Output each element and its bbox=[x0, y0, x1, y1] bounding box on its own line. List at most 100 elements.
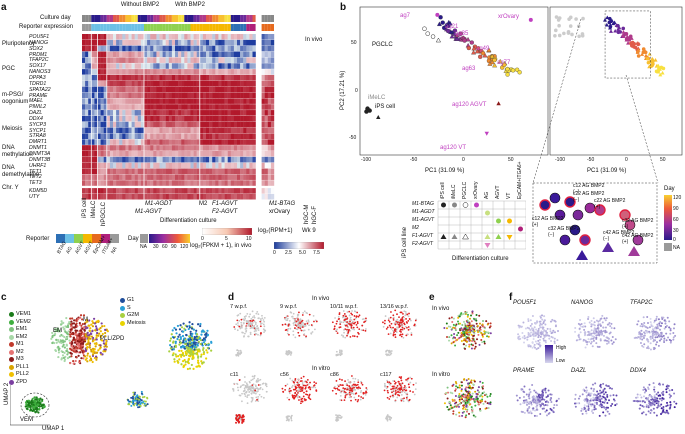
heatmap-cell bbox=[137, 174, 142, 180]
heatmap-cell bbox=[218, 127, 222, 134]
umap-c-point bbox=[34, 396, 37, 399]
umap-d-point bbox=[389, 383, 392, 386]
umap-d-point bbox=[333, 385, 336, 388]
heatmap-cell bbox=[122, 98, 126, 104]
heatmap-cell bbox=[237, 92, 241, 99]
umap-d-point bbox=[353, 322, 356, 325]
heatmap-cell bbox=[103, 162, 107, 169]
heatmap-cell bbox=[261, 156, 265, 163]
heatmap-cell bbox=[237, 168, 241, 175]
heatmap-cell bbox=[156, 57, 160, 63]
heatmap-cell bbox=[85, 151, 89, 157]
heatmap-cell bbox=[227, 188, 231, 194]
day-cell bbox=[237, 15, 241, 22]
umap-e-point bbox=[448, 339, 451, 342]
heatmap-cell bbox=[97, 80, 101, 87]
heatmap-cell bbox=[206, 139, 210, 145]
zoom-point bbox=[557, 23, 561, 28]
heatmap-cell bbox=[168, 139, 173, 145]
umap-c2-point bbox=[133, 393, 136, 396]
umap-c-point bbox=[37, 398, 40, 401]
heatmap-cell bbox=[193, 110, 197, 116]
umap-d-point bbox=[314, 386, 317, 389]
umap-c3-point bbox=[172, 348, 175, 351]
heatmap-cell bbox=[184, 127, 188, 134]
heatmap-cell bbox=[125, 34, 129, 40]
umap-d-point bbox=[236, 329, 239, 332]
umap-e-point bbox=[470, 326, 473, 329]
heatmap-cell bbox=[113, 92, 117, 99]
umap-d-point bbox=[309, 398, 312, 401]
umap-c-point bbox=[70, 348, 73, 351]
heatmap-cell bbox=[227, 104, 231, 110]
heatmap-cell bbox=[230, 115, 235, 122]
umap-d-point bbox=[349, 396, 352, 399]
umap-c3-point bbox=[174, 345, 178, 348]
umap-d-point bbox=[395, 331, 398, 334]
umap-d-point bbox=[388, 415, 391, 418]
umap-e-point bbox=[452, 336, 455, 339]
umap-c3-point bbox=[189, 338, 193, 341]
umap-c-point bbox=[85, 318, 89, 322]
umap-c3-point bbox=[197, 340, 200, 343]
umap-d-point bbox=[288, 390, 291, 393]
heatmap-cell bbox=[209, 168, 213, 175]
heatmap-cell bbox=[168, 133, 173, 139]
heatmap-cell bbox=[134, 121, 138, 128]
umap-e-point bbox=[467, 378, 470, 381]
umap-c-point bbox=[75, 356, 78, 359]
umap-d-point bbox=[292, 322, 295, 325]
heatmap-cell bbox=[175, 121, 179, 128]
heatmap-cell bbox=[106, 127, 111, 134]
day-cell bbox=[140, 15, 144, 22]
legend-row-label: M1-AGVT bbox=[412, 217, 435, 223]
umap-d-point bbox=[253, 320, 256, 323]
heatmap-cell bbox=[270, 168, 275, 175]
reporter-cell bbox=[246, 24, 250, 31]
heatmap-cell bbox=[249, 104, 253, 110]
heatmap-cell bbox=[209, 127, 213, 134]
heatmap-cell bbox=[178, 104, 182, 110]
umap-d-point bbox=[356, 387, 359, 389]
heatmap-cell bbox=[175, 139, 179, 145]
heatmap-cell bbox=[103, 193, 107, 200]
heatmap-cell bbox=[209, 104, 213, 110]
heatmap-cell bbox=[230, 180, 235, 186]
culture-f2-agvt: F2-AGVT bbox=[212, 209, 238, 215]
heatmap-cell bbox=[144, 151, 148, 157]
heatmap-cell bbox=[109, 92, 114, 99]
heatmap-cell bbox=[264, 92, 268, 99]
umap-d-point bbox=[396, 321, 399, 324]
heatmap-cell bbox=[243, 145, 247, 151]
umap-c3-point bbox=[188, 335, 192, 338]
umap-c3-point bbox=[171, 354, 174, 357]
heatmap-cell bbox=[125, 57, 129, 63]
umap-c-point bbox=[55, 338, 58, 341]
umap-d-point bbox=[250, 379, 253, 382]
heatmap-cell bbox=[175, 151, 179, 157]
reporter-cell bbox=[100, 24, 104, 31]
heatmap-cell bbox=[171, 162, 176, 169]
heatmap-cell bbox=[113, 127, 117, 134]
gene-label: DAZL bbox=[29, 110, 43, 117]
umap-c-ylabel: UMAP 2 bbox=[4, 382, 10, 405]
heatmap-cell bbox=[190, 51, 194, 58]
heatmap-cell bbox=[94, 133, 98, 139]
umap-e-point bbox=[448, 317, 451, 320]
heatmap-cell bbox=[165, 180, 169, 186]
zoom-detail-point bbox=[539, 199, 551, 211]
umap-c-legend-dot bbox=[9, 334, 14, 340]
heatmap-cell bbox=[165, 121, 169, 128]
heatmap-cell bbox=[106, 156, 111, 163]
heatmap-cell bbox=[116, 86, 120, 93]
heatmap-cell bbox=[261, 34, 265, 40]
umap-d-point bbox=[403, 397, 405, 400]
umap-d-point bbox=[292, 312, 295, 315]
heatmap-cell bbox=[122, 57, 126, 63]
umap-c-point bbox=[101, 353, 104, 356]
umap-d-point bbox=[343, 390, 346, 393]
reporter-cell bbox=[82, 24, 86, 31]
heatmap-cell bbox=[227, 162, 231, 169]
umap-d-point bbox=[403, 316, 405, 319]
heatmap-cell bbox=[209, 86, 213, 93]
